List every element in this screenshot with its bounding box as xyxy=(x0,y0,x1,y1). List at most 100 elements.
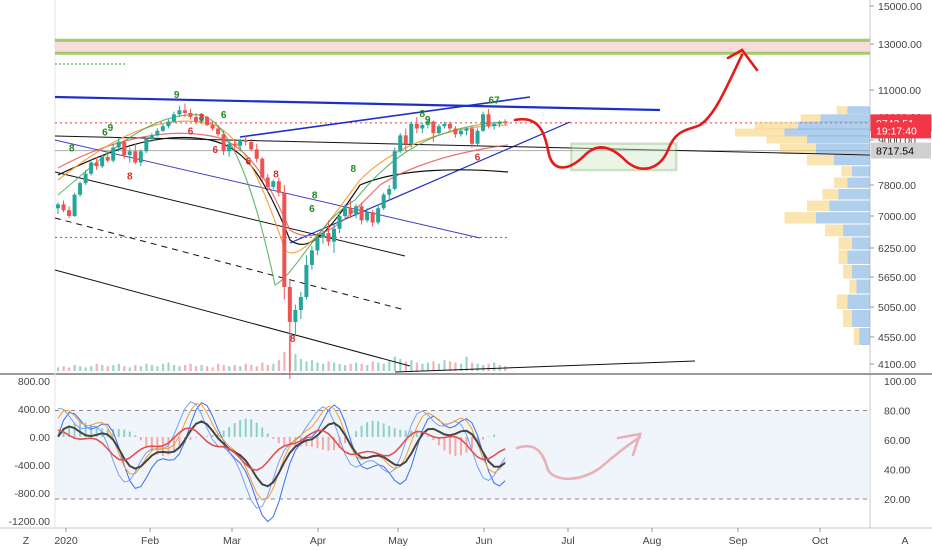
volume-bar xyxy=(189,363,192,371)
osc-hist-bar xyxy=(321,437,324,450)
osc-hist-bar xyxy=(266,433,269,437)
volume-profile xyxy=(735,106,870,345)
td-count: 6 xyxy=(221,110,227,121)
candle-body xyxy=(221,134,226,152)
profile-bar xyxy=(834,155,870,166)
td-count: 6 xyxy=(475,153,481,164)
candle-body xyxy=(309,250,314,265)
x-tick-label: Aug xyxy=(643,535,662,547)
candle-body xyxy=(320,233,325,238)
osc-left-tick-label: -400.00 xyxy=(14,460,50,472)
osc-hist-bar xyxy=(73,422,76,437)
volume-bar xyxy=(244,363,247,371)
osc-hist-bar xyxy=(134,435,137,437)
volume-bar xyxy=(327,361,330,371)
volume-bar xyxy=(68,367,71,371)
osc-hist-bar xyxy=(195,437,197,438)
volume-bar xyxy=(399,359,402,371)
candle-body xyxy=(503,121,508,123)
osc-left-tick-label: 400.00 xyxy=(18,404,50,416)
candle-body xyxy=(442,123,447,127)
volume-bar xyxy=(195,366,198,371)
osc-right-tick-label: 100.00 xyxy=(884,376,916,388)
candle-body xyxy=(447,123,452,129)
osc-hist-bar xyxy=(228,426,231,437)
profile-bar xyxy=(856,279,870,294)
candle-body xyxy=(326,233,331,242)
td-count: 9 xyxy=(425,115,431,126)
volume-bar xyxy=(437,363,441,371)
osc-hist-bar xyxy=(222,430,225,437)
candle-body xyxy=(348,208,353,215)
osc-hist-bar xyxy=(233,423,236,437)
osc-hist-bar xyxy=(277,437,280,444)
volume-bar xyxy=(382,363,385,371)
x-tick-label: Sep xyxy=(729,535,748,547)
volume-bar xyxy=(57,367,60,371)
y-tick-label: 6250.00 xyxy=(878,243,916,255)
candle-body xyxy=(392,151,397,189)
osc-hist-bar xyxy=(178,437,181,448)
osc-hist-bar xyxy=(211,434,214,437)
x-tick-label: Oct xyxy=(812,535,828,547)
osc-hist-bar xyxy=(244,418,247,437)
candle-body xyxy=(431,121,436,134)
osc-line xyxy=(57,401,506,509)
profile-bar xyxy=(853,328,860,345)
candle-body xyxy=(475,130,480,144)
volume-bar xyxy=(272,363,275,371)
td-count: 6 xyxy=(213,145,219,156)
volume-bar xyxy=(239,366,242,371)
osc-hist-bar xyxy=(448,437,451,455)
osc-hist-bar xyxy=(310,437,313,447)
osc-hist-bar xyxy=(145,437,148,446)
candle-body xyxy=(315,237,320,251)
osc-hist-bar xyxy=(123,429,126,437)
candle-body xyxy=(343,208,348,216)
volume-bar xyxy=(178,366,181,371)
osc-hist-bar xyxy=(68,425,71,437)
candle-body xyxy=(304,264,309,297)
candle-body xyxy=(332,228,336,242)
volume-bar xyxy=(250,365,253,371)
volume-bars xyxy=(57,335,507,371)
profile-bar xyxy=(807,200,830,212)
candle-body xyxy=(72,194,77,216)
td-count: 6 xyxy=(102,127,108,138)
volume-bar xyxy=(101,365,104,371)
x-tick-label: Apr xyxy=(310,535,327,547)
osc-hist-bar xyxy=(382,423,385,437)
osc-left-tick-label: 800.00 xyxy=(18,376,50,388)
projection-arrowhead xyxy=(726,48,759,72)
osc-right-tick-label: 40.00 xyxy=(884,465,910,477)
y-tick-label: 4550.00 xyxy=(878,332,916,344)
osc-right-tick-label: 20.00 xyxy=(884,494,910,506)
candle-body xyxy=(420,125,425,129)
candle-body xyxy=(359,206,364,221)
volume-bar xyxy=(487,363,490,371)
candlesticks xyxy=(56,103,508,379)
candle-body xyxy=(486,114,491,127)
osc-hist-bar xyxy=(476,437,479,444)
volume-bar xyxy=(493,362,496,371)
osc-hist-bar xyxy=(272,437,275,439)
volume-bar xyxy=(228,366,231,371)
profile-bar xyxy=(784,212,816,224)
candle-body xyxy=(61,204,66,211)
profile-bar xyxy=(859,328,870,345)
osc-hist-bar xyxy=(388,425,391,437)
osc-right-tick-label: 80.00 xyxy=(884,406,910,418)
profile-bar xyxy=(847,106,870,115)
rising-wedge-top xyxy=(239,96,531,138)
time-axis-zoom-icon: Z xyxy=(23,535,30,547)
osc-hist-bar xyxy=(95,426,98,437)
volume-bar xyxy=(459,363,463,371)
td-count: 8 xyxy=(69,143,75,154)
volume-bar xyxy=(415,362,418,371)
osc-hist-bar xyxy=(117,428,120,437)
candle-body xyxy=(376,208,381,223)
profile-bar xyxy=(838,250,848,264)
